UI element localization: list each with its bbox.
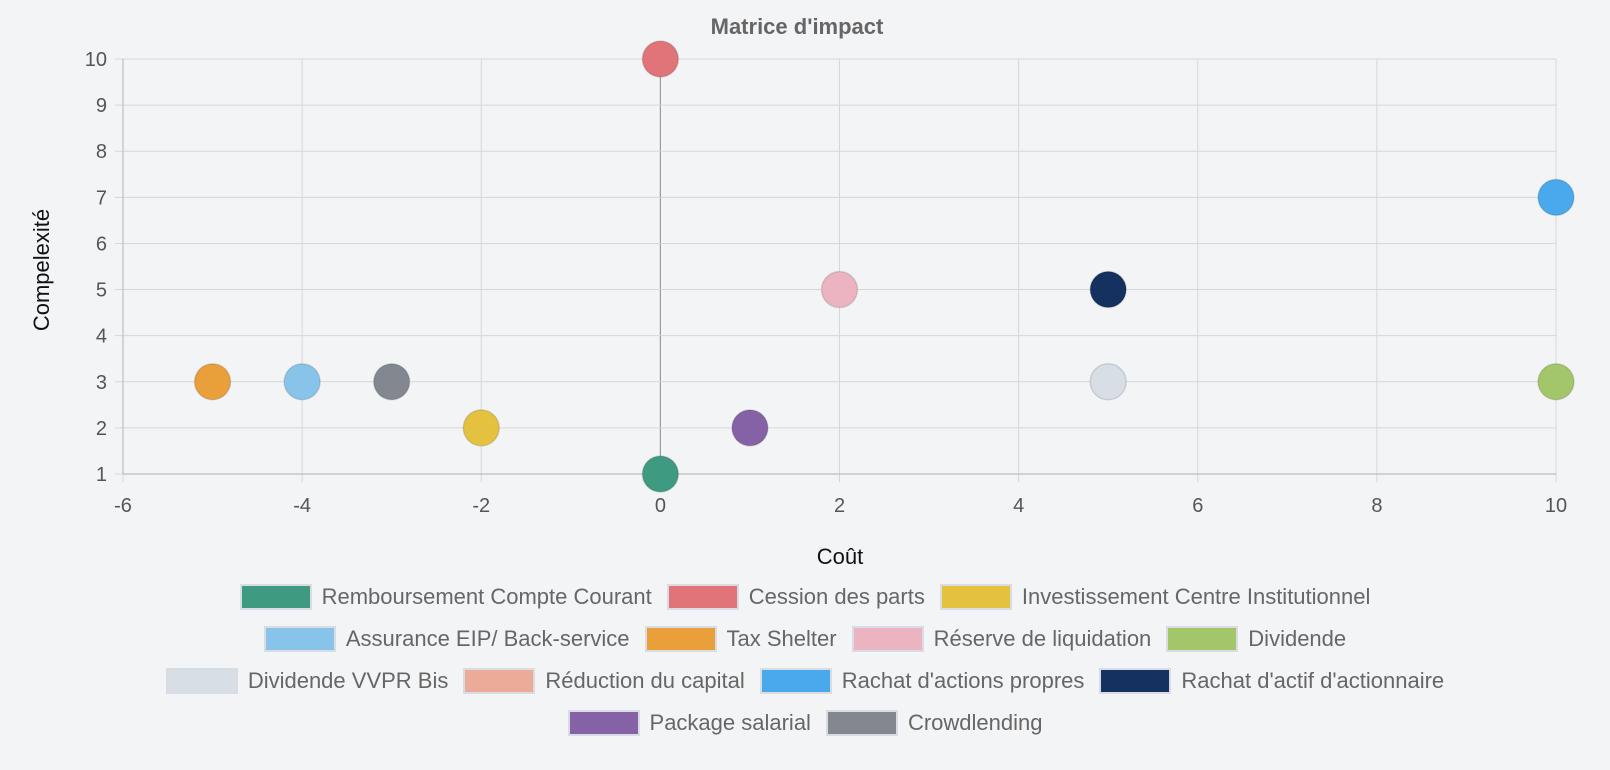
legend-label: Rachat d'actions propres (841, 668, 1085, 693)
legend-swatch (567, 710, 640, 736)
legend-row: Dividende VVPR Bis Réduction du capital Ra… (165, 666, 1444, 696)
legend-item[interactable]: Package salarial (567, 708, 811, 738)
x-tick-label: -6 (114, 495, 132, 517)
legend-item[interactable]: Cession des parts (666, 582, 925, 612)
legend: Remboursement Compte Courant Cession des … (30, 582, 1580, 738)
x-tick-label: -2 (472, 495, 490, 517)
data-point[interactable] (462, 409, 500, 447)
y-tick-label: 9 (96, 95, 107, 117)
legend-label: Investissement Centre Institutionnel (1021, 584, 1371, 609)
x-axis-label: Coût (817, 544, 863, 569)
x-tick-label: 4 (1013, 495, 1024, 517)
legend-item[interactable]: Crowdlending (825, 708, 1043, 738)
legend-item[interactable]: Assurance EIP/ Back-service (263, 624, 630, 654)
x-tick-label: 10 (1545, 495, 1567, 517)
legend-item[interactable]: Réduction du capital (463, 666, 745, 696)
y-tick-label: 2 (96, 418, 107, 440)
data-point[interactable] (193, 363, 232, 401)
legend-swatch (759, 668, 832, 694)
legend-label: Rachat d'actif d'actionnaire (1181, 668, 1445, 693)
legend-item[interactable]: Rachat d'actif d'actionnaire (1099, 666, 1444, 696)
data-point[interactable] (1537, 363, 1575, 401)
legend-swatch (165, 668, 238, 694)
y-tick-label: 1 (96, 464, 107, 486)
chart-title: Matrice d'impact (711, 14, 884, 39)
legend-label: Dividende VVPR Bis (247, 668, 449, 693)
data-point[interactable] (372, 363, 411, 401)
legend-label: Réduction du capital (545, 668, 745, 693)
data-point[interactable] (731, 409, 769, 447)
x-tick-label: 6 (1192, 495, 1203, 517)
legend-item[interactable]: Investissement Centre Institutionnel (939, 582, 1371, 612)
legend-item[interactable]: Dividende VVPR Bis (165, 666, 449, 696)
legend-label: Cession des parts (748, 584, 925, 609)
data-point[interactable] (1089, 270, 1127, 309)
legend-row: Package salarial Crowdlending (567, 708, 1043, 738)
legend-label: Réserve de liquidation (933, 626, 1152, 651)
legend-swatch (825, 710, 898, 736)
x-tick-label: 8 (1371, 495, 1382, 517)
legend-item[interactable]: Réserve de liquidation (851, 624, 1152, 654)
legend-label: Package salarial (649, 710, 811, 735)
legend-label: Assurance EIP/ Back-service (345, 626, 630, 651)
legend-label: Dividende (1248, 626, 1347, 651)
y-tick-label: 7 (96, 187, 107, 209)
legend-swatch (239, 584, 312, 610)
legend-swatch (1099, 668, 1172, 694)
legend-swatch (666, 584, 739, 610)
data-point[interactable] (820, 270, 859, 309)
y-tick-label: 6 (96, 233, 107, 255)
legend-label: Crowdlending (907, 710, 1043, 735)
data-point[interactable] (1089, 363, 1127, 401)
legend-row: Assurance EIP/ Back-service Tax Shelter Ré… (263, 624, 1346, 654)
y-tick-label: 5 (96, 280, 107, 302)
legend-item[interactable]: Dividende (1166, 624, 1346, 654)
y-tick-label: 4 (96, 326, 107, 348)
y-tick-label: 10 (85, 49, 107, 71)
scatter-chart: Matrice d'impact -6 -4 -2 0 2 4 6 8 101234567891… (29, 14, 1575, 569)
y-tick-label: 3 (96, 372, 107, 394)
data-point[interactable] (641, 455, 680, 493)
legend-swatch (1166, 626, 1239, 652)
legend-swatch (463, 668, 536, 694)
data-point[interactable] (283, 363, 321, 401)
legend-label: Remboursement Compte Courant (321, 584, 652, 609)
legend-label: Tax Shelter (726, 626, 837, 651)
legend-item[interactable]: Tax Shelter (644, 624, 837, 654)
legend-swatch (851, 626, 924, 652)
legend-row: Remboursement Compte Courant Cession des … (239, 582, 1371, 612)
legend-swatch (263, 626, 336, 652)
data-point[interactable] (641, 40, 680, 78)
y-tick-label: 8 (96, 141, 107, 163)
legend-swatch (644, 626, 717, 652)
x-tick-label: -4 (293, 495, 311, 517)
legend-item[interactable]: Rachat d'actions propres (759, 666, 1085, 696)
legend-swatch (939, 584, 1012, 610)
x-tick-label: 0 (655, 495, 666, 517)
y-axis-label: Compelexité (29, 209, 54, 331)
x-tick-label: 2 (834, 495, 845, 517)
legend-item[interactable]: Remboursement Compte Courant (239, 582, 652, 612)
data-point[interactable] (1537, 178, 1575, 217)
